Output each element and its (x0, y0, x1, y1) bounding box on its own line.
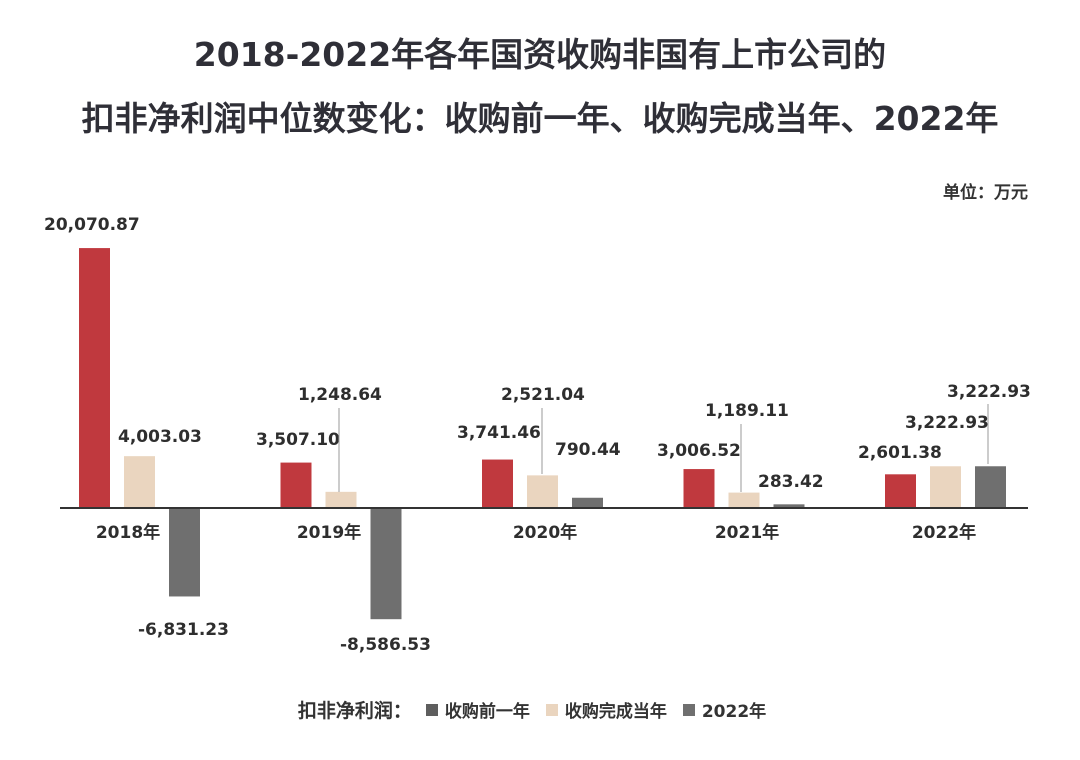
data-label: 2,601.38 (858, 443, 942, 463)
x-tick-label: 2019年 (297, 522, 361, 543)
data-label: 283.42 (758, 472, 824, 492)
bar (124, 456, 155, 508)
chart-title-line2: 扣非净利润中位数变化：收购前一年、收购完成当年、2022年 (81, 99, 999, 138)
legend-label: 收购前一年 (444, 702, 530, 722)
bar (683, 469, 715, 508)
data-label: 3,222.93 (905, 413, 989, 433)
legend-item-before: 收购前一年 (425, 697, 530, 722)
legend-swatch (682, 703, 695, 716)
bar (280, 462, 312, 508)
bar (773, 504, 805, 508)
legend-label: 2022年 (701, 702, 767, 722)
bar (975, 466, 1006, 508)
bar (169, 508, 200, 597)
bar (572, 497, 603, 508)
legend-label: 收购完成当年 (564, 702, 667, 722)
data-label: 1,189.11 (705, 401, 789, 421)
bar (370, 508, 402, 620)
data-label: 2,521.04 (501, 385, 585, 405)
chart-title-line1: 2018-2022年各年国资收购非国有上市公司的 (193, 35, 887, 74)
data-label: 790.44 (555, 440, 621, 460)
bar-chart: 2018年 2019年 2020年 2021年 2022年 20,070.87 3,507.… (44, 215, 1031, 655)
legend-swatch (425, 703, 438, 716)
bar (325, 491, 357, 508)
bar (885, 474, 916, 508)
data-label: 20,070.87 (44, 215, 140, 235)
data-label: 4,003.03 (118, 427, 202, 447)
x-tick-label: 2020年 (513, 522, 577, 543)
legend-swatch (545, 703, 558, 716)
x-tick-label: 2018年 (96, 522, 160, 543)
data-label: 3,006.52 (657, 441, 741, 461)
legend: 扣非净利润： 收购前一年 收购完成当年 2022年 (0, 696, 1080, 723)
legend-title: 扣非净利润： (297, 700, 412, 722)
x-tick-label: 2022年 (912, 522, 976, 543)
bar (79, 248, 110, 509)
data-label: -8,586.53 (340, 635, 431, 655)
bar (930, 466, 961, 508)
bar (482, 459, 513, 508)
data-label: 1,248.64 (298, 385, 382, 405)
data-label: 3,507.10 (256, 430, 340, 450)
legend-item-2022: 2022年 (682, 697, 767, 722)
bar (728, 492, 760, 508)
unit-label: 单位：万元 (943, 183, 1028, 203)
data-label: -6,831.23 (138, 620, 229, 640)
x-tick-label: 2021年 (715, 522, 779, 543)
data-label: 3,222.93 (947, 382, 1031, 402)
bar (527, 475, 558, 508)
legend-item-completion: 收购完成当年 (545, 697, 667, 722)
data-label: 3,741.46 (457, 423, 541, 443)
